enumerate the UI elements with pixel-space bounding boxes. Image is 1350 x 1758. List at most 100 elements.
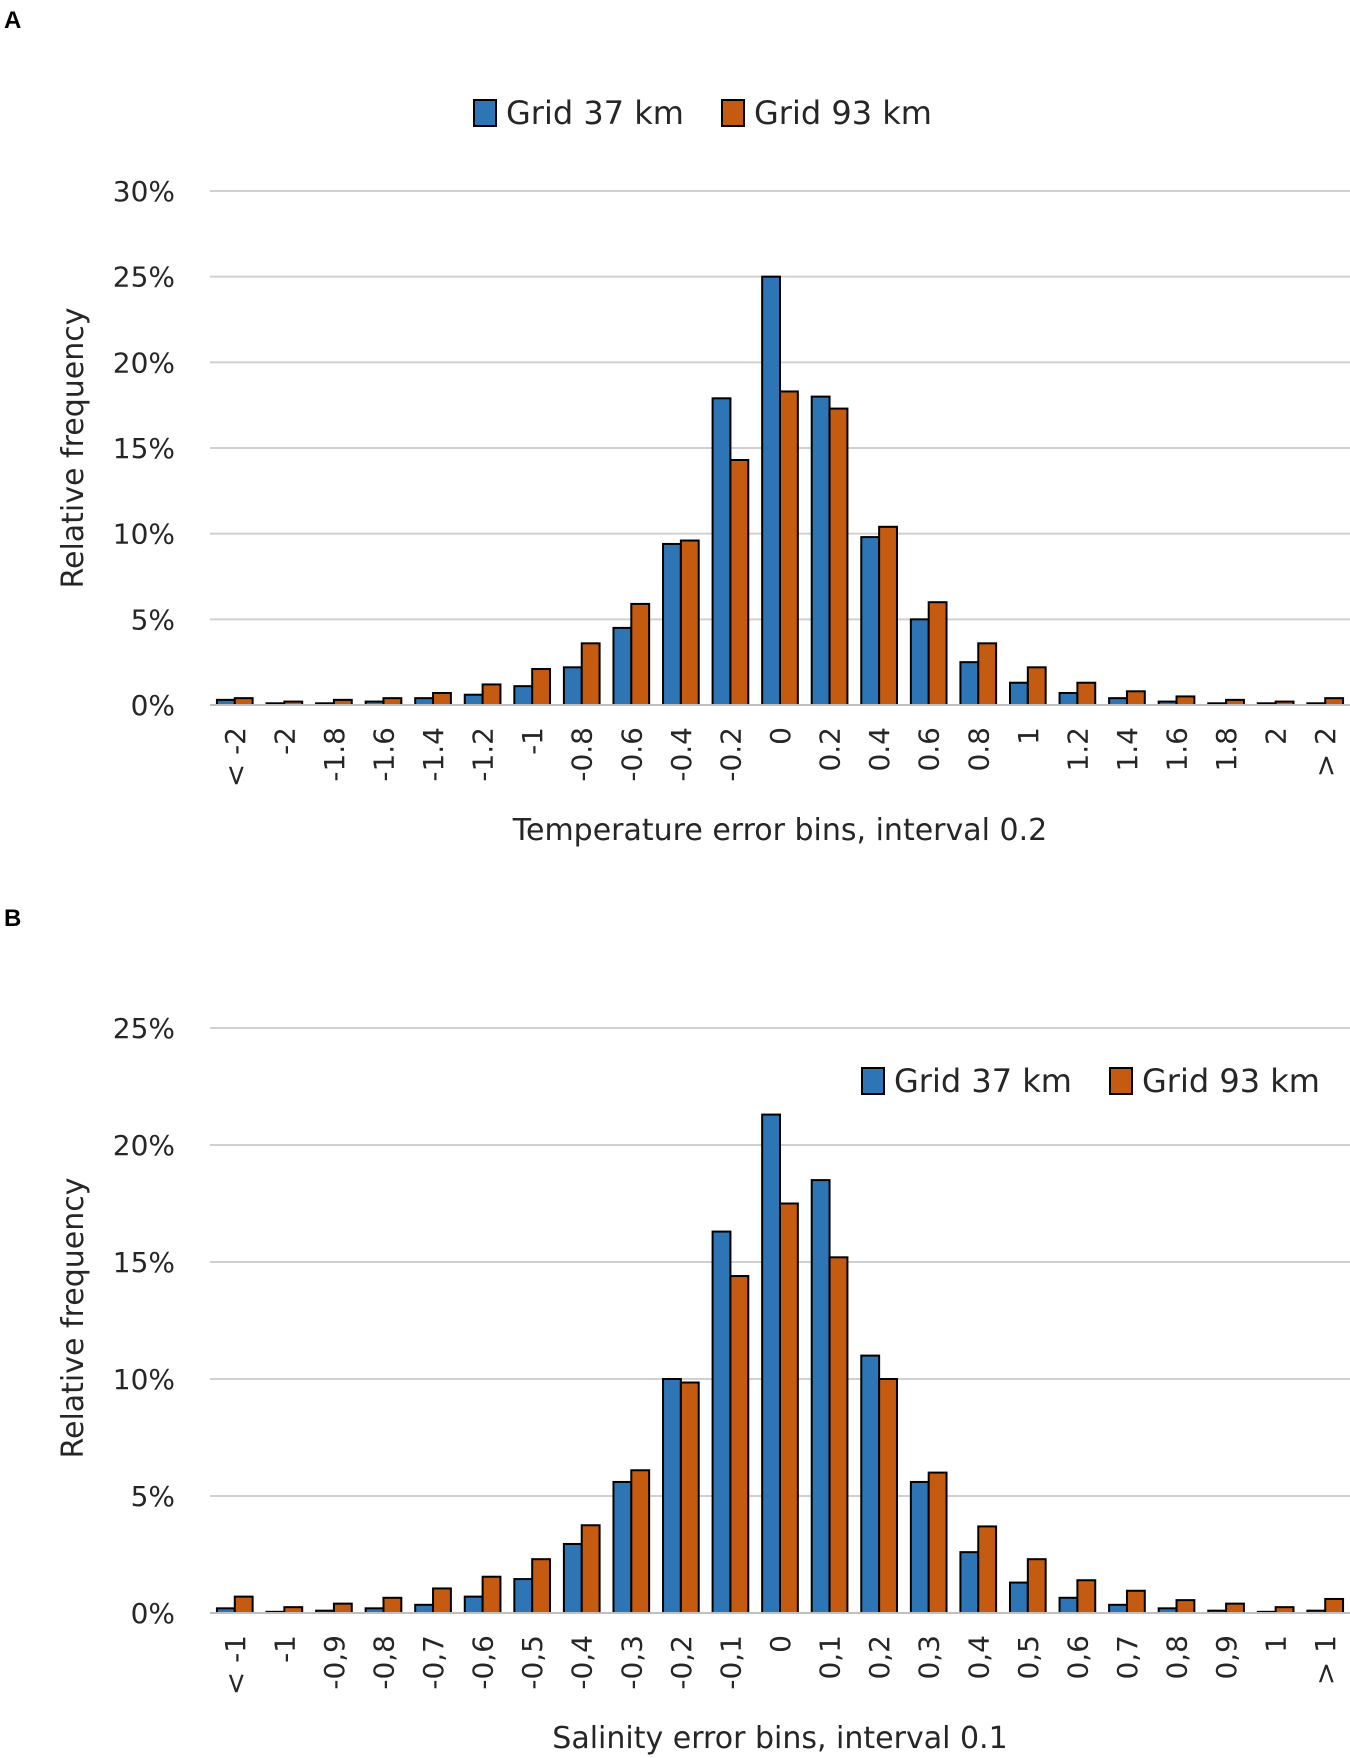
x-tick-label: 0,8 (1161, 1635, 1194, 1680)
bar-grid-93 (729, 1275, 750, 1615)
bar-grid-37 (1008, 1581, 1029, 1614)
x-tick-label: 1.4 (1111, 727, 1144, 772)
bar-grid-93 (1175, 695, 1196, 707)
x-tick-label: -0,8 (367, 1635, 400, 1690)
x-ticks-a: < -2 -2 -1.8 -1.6 -1.4 -1.2 -1 -0.8 -0.6 -0.4 -0.2… (219, 727, 1342, 787)
bar-grid-93 (481, 683, 502, 707)
bar-grid-37 (662, 542, 682, 706)
y-tick-label: 10% (113, 1363, 175, 1396)
x-axis-label-b: Salinity error bins, interval 0.1 (552, 1721, 1007, 1756)
bar-grid-93 (332, 1602, 353, 1615)
x-tick-label: -1.4 (417, 727, 450, 782)
bar-grid-37 (513, 1578, 534, 1614)
bar-grid-37 (463, 693, 484, 706)
bar-grid-93 (481, 1575, 502, 1614)
x-tick-label: < -2 (219, 727, 252, 787)
y-tick-label: 0% (131, 1597, 175, 1630)
x-tick-label: -1 (516, 727, 549, 755)
bar-grid-93 (1324, 1597, 1345, 1614)
bar-grid-93 (779, 1202, 799, 1614)
x-tick-label: 0.6 (913, 727, 946, 772)
bar-grid-37 (612, 626, 633, 707)
x-tick-label: 0,9 (1210, 1635, 1243, 1680)
x-tick-label: -1.6 (367, 727, 400, 782)
bar-grid-93 (679, 539, 700, 707)
bar-grid-93 (382, 697, 403, 707)
bar-grid-93 (977, 642, 998, 707)
bar-grid-93 (1076, 681, 1097, 707)
x-tick-label: -0,9 (318, 1635, 351, 1690)
bar-grid-93 (878, 1378, 898, 1614)
x-tick-label: 0,3 (913, 1635, 946, 1680)
x-tick-label: 0.4 (863, 727, 896, 772)
bar-grid-37 (513, 685, 534, 706)
bar-grid-93 (1125, 690, 1146, 707)
x-tick-label: -1 (268, 1635, 301, 1663)
y-tick-label: 25% (113, 261, 175, 294)
y-axis-label-b: Relative frequency (56, 1178, 91, 1459)
bar-grid-93 (828, 1256, 849, 1614)
x-axis-label-a: Temperature error bins, interval 0.2 (512, 813, 1047, 848)
x-tick-label: -0,1 (714, 1635, 747, 1690)
x-tick-label: -0,6 (467, 1635, 500, 1690)
x-tick-label: -2 (268, 727, 301, 755)
bar-grid-93 (531, 668, 552, 707)
bar-grid-37 (810, 1179, 831, 1614)
bar-grid-93 (1175, 1599, 1196, 1615)
x-tick-label: 0,5 (1012, 1635, 1045, 1680)
y-tick-label: 5% (131, 603, 175, 636)
bar-grid-37 (1008, 681, 1029, 707)
x-tick-label: -0.6 (615, 727, 648, 782)
x-tick-label: 0.8 (962, 727, 995, 772)
x-tick-label: 0 (764, 1635, 797, 1653)
bar-grid-37 (662, 1378, 682, 1614)
x-tick-label: 1.6 (1161, 727, 1194, 772)
panel-label-a: A (4, 7, 21, 34)
x-tick-label: 1 (1012, 727, 1045, 745)
x-tick-label: > 1 (1309, 1635, 1342, 1685)
legend-b: Grid 37 km Grid 93 km (861, 1062, 1320, 1100)
bar-grid-93 (1026, 1558, 1047, 1615)
legend-label-grid-93: Grid 93 km (754, 94, 932, 132)
bar-grid-37 (761, 1113, 781, 1614)
legend-label-grid-37: Grid 37 km (894, 1062, 1072, 1100)
bar-grid-93 (977, 1525, 998, 1615)
x-tick-label: -0,4 (566, 1635, 599, 1690)
y-tick-label: 30% (113, 175, 175, 208)
bar-grid-93 (779, 390, 799, 706)
legend-a: Grid 37 km Grid 93 km (473, 94, 932, 132)
bar-grid-93 (729, 458, 750, 707)
bar-grid-93 (382, 1596, 403, 1615)
y-tick-label: 25% (113, 1012, 175, 1045)
bar-grid-37 (414, 697, 435, 707)
bar-grid-93 (679, 1381, 700, 1615)
bar-grid-93 (1125, 1589, 1146, 1615)
chart-a: A Grid 37 km Grid 93 km 0% 5% 10% 15% 20% 25%… (4, 7, 1350, 848)
bar-grid-37 (761, 275, 781, 706)
legend-label-grid-37: Grid 37 km (506, 94, 684, 132)
chart-b: B Grid 37 km Grid 93 km 0% 5% 10% 15% 20% 25%… (4, 905, 1350, 1756)
x-tick-label: 0,4 (962, 1635, 995, 1680)
x-tick-label: -0,3 (615, 1635, 648, 1690)
bar-grid-37 (1058, 1596, 1079, 1615)
bar-grid-37 (860, 1354, 881, 1614)
bar-grid-37 (860, 536, 881, 706)
x-tick-label: -0,7 (417, 1635, 450, 1690)
panel-label-b: B (4, 905, 21, 932)
x-tick-label: 1.2 (1061, 727, 1094, 772)
y-tick-label: 20% (113, 1129, 175, 1162)
bars-b (215, 1113, 1345, 1615)
x-tick-label: 0 (764, 727, 797, 745)
bar-grid-93 (630, 1469, 651, 1615)
bar-grid-37 (414, 1603, 435, 1615)
x-tick-label: -0.8 (566, 727, 599, 782)
x-tick-label: -1.2 (467, 727, 500, 782)
bar-grid-37 (810, 395, 831, 706)
x-tick-label: -0,2 (665, 1635, 698, 1690)
x-tick-label: -1.8 (318, 727, 351, 782)
bar-grid-93 (1026, 666, 1047, 706)
bars-a (215, 275, 1345, 707)
x-tick-label: 0.2 (814, 727, 847, 772)
bar-grid-93 (1225, 1602, 1245, 1615)
bar-grid-37 (1108, 1603, 1128, 1615)
